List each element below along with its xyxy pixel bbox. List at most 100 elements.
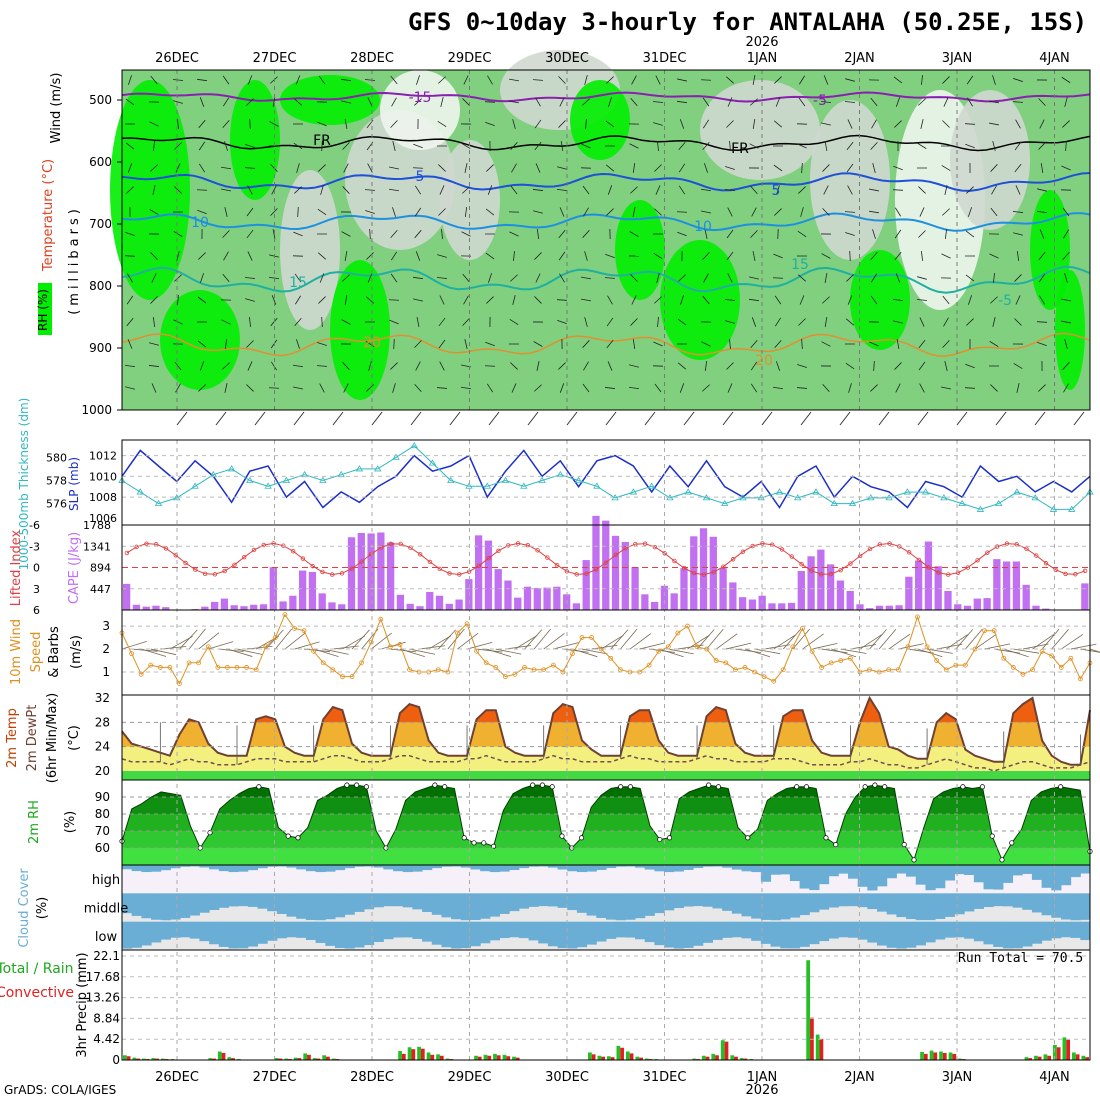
rh-shading-region (1055, 270, 1085, 390)
precip-convective-bar (601, 1056, 605, 1060)
rh-point (471, 840, 477, 846)
wind-barb (654, 383, 662, 393)
precip-total-bar (948, 1052, 953, 1060)
surface-wind-barb (449, 411, 461, 426)
wind-speed-point (847, 655, 853, 661)
cloud-cover-bar (799, 893, 810, 916)
thickness-point (410, 442, 418, 449)
temp-tick-label: 28 (95, 715, 110, 729)
cape-bar (259, 604, 268, 610)
wind-speed-point (397, 642, 403, 647)
rh-point (657, 836, 663, 843)
wind-barb (441, 228, 443, 240)
precip-total-bar (1072, 1052, 1076, 1060)
wind-speed-point (483, 660, 489, 666)
precip-convective-bar (923, 1053, 928, 1060)
wind-barb (776, 185, 780, 195)
precip-convective-bar (705, 1056, 710, 1060)
lifted-index-tick-label: -6 (29, 519, 40, 532)
cloud-cover-bar (422, 893, 433, 912)
wind-barb (654, 164, 662, 172)
lifted-index-point (691, 570, 697, 576)
cape-bar (347, 537, 356, 610)
wind-barb (964, 123, 976, 125)
cloud-cover-bar (480, 921, 491, 944)
cloud-cover-bar (809, 893, 820, 913)
wind-barb (296, 163, 300, 173)
wind-barb (390, 251, 398, 261)
wind-barb (509, 231, 519, 237)
wind-barb (1036, 210, 1048, 214)
wind-barb (1014, 274, 1022, 282)
cloud-cover-bar (402, 893, 413, 908)
wind-barb (558, 120, 566, 128)
wind-barb (824, 317, 828, 327)
wind-barb (224, 338, 228, 350)
wind-barb (919, 383, 925, 393)
wind-barb-10m (821, 648, 848, 654)
rh-point (530, 782, 536, 788)
wind-barb (820, 100, 832, 104)
rh-point (295, 835, 301, 841)
wind-speed-point (320, 660, 326, 666)
wind-barb (605, 120, 615, 128)
cloud-cover-bar (431, 893, 442, 915)
pressure-tick-label: 900 (89, 341, 112, 355)
wind-barb (509, 78, 519, 82)
wind-barb-10m (437, 629, 456, 650)
lifted-index-point (506, 543, 511, 548)
rh-point (872, 782, 878, 788)
cloud-cover-bar (538, 865, 549, 867)
cloud-cover-bar (722, 893, 733, 911)
wind-barb-10m (658, 648, 684, 658)
wind-barb (462, 186, 470, 194)
cloud-cover-bar (170, 893, 181, 920)
wind-barb-10m (696, 629, 715, 650)
wind-barb (845, 318, 855, 326)
wind-barb (945, 228, 947, 240)
cape-bar (885, 605, 893, 610)
contour-label: 5 (772, 183, 781, 199)
temp-axis-label-line1: 2m Temp (5, 708, 20, 768)
wind-speed-point (263, 644, 269, 650)
wind-barb (796, 387, 808, 389)
wind-barb (174, 142, 182, 150)
wind-barb (677, 231, 687, 237)
wind-speed-point (215, 665, 221, 670)
cloud-cover-bar (838, 921, 849, 938)
cloud-cover-bar (296, 893, 307, 919)
cloud-cover-bar (683, 865, 694, 870)
wind-barb (152, 140, 156, 152)
contour-label: 20 (363, 335, 381, 351)
lifted-index-point (848, 561, 853, 566)
lifted-index-point (672, 558, 677, 564)
cloud-cover-bar (848, 865, 859, 879)
wind-barb (269, 121, 279, 127)
rh-point (706, 782, 712, 788)
wind-barb-10m (831, 648, 857, 658)
precip-convective-bar (430, 1054, 435, 1060)
wind-barb (559, 383, 565, 393)
temp-tick-label: 20 (95, 764, 110, 778)
cloud-cover-bar (635, 893, 646, 919)
rh-point (1009, 840, 1015, 846)
precip-total-bar (939, 1051, 943, 1060)
cape-bar (836, 580, 845, 610)
precip-convective-bar (297, 1058, 302, 1060)
thickness-point (940, 494, 948, 501)
surface-wind-barb (332, 411, 344, 426)
rh-shading-region (615, 200, 665, 300)
wind-barb (125, 231, 135, 237)
lifted-index-point (623, 545, 628, 551)
wind-barb (414, 185, 422, 195)
precip-convective-bar (1075, 1054, 1080, 1060)
cloud-cover-bar (257, 865, 268, 869)
wind-barb (535, 163, 541, 173)
wind-barb (390, 120, 398, 128)
cape-bar (895, 605, 903, 610)
wind-barb (677, 78, 687, 82)
cloud-cover-bar (1080, 865, 1091, 874)
wind-speed-point (301, 628, 307, 634)
wind-barb (1014, 318, 1022, 326)
rh-point (862, 784, 868, 790)
